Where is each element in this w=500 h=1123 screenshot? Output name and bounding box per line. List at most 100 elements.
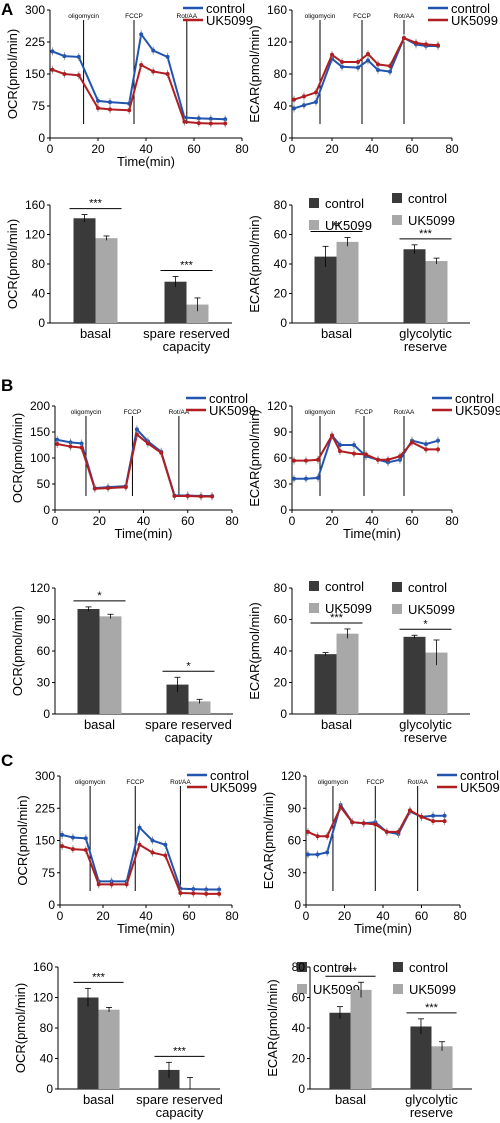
significance-mark: *** [344, 965, 358, 977]
data-point-control [302, 103, 306, 108]
data-point-control [108, 100, 112, 105]
category-label: basal [83, 1092, 114, 1107]
y-tick-label: 30 [288, 866, 302, 880]
data-point-control [366, 58, 370, 63]
bar-uk5099 [336, 633, 359, 714]
data-point-control [352, 443, 356, 447]
significance-mark: * [97, 590, 102, 602]
data-point-uk5099 [340, 60, 344, 64]
bar-control [410, 1026, 432, 1089]
bar-uk5099 [425, 652, 448, 714]
x-tick-label: 40 [365, 514, 379, 528]
injection-label: Rot/AA [394, 13, 415, 20]
injection-label: oligomycin [305, 13, 336, 20]
data-point-uk5099 [330, 433, 334, 438]
y-tick-label: 200 [30, 399, 50, 413]
y-tick-label: 40 [274, 99, 288, 113]
x-tick-label: 40 [137, 514, 151, 528]
data-point-uk5099 [165, 72, 170, 76]
y-tick-label: 80 [274, 67, 288, 81]
injection-label: oligomycin [318, 779, 349, 786]
y-axis-label: OCR(pmol/min) [15, 795, 30, 885]
data-point-uk5099 [60, 844, 65, 849]
legend-swatch-control [309, 198, 319, 208]
data-point-uk5099 [204, 891, 209, 896]
x-tick-label: 0 [52, 514, 59, 528]
data-point-uk5099 [208, 121, 213, 126]
data-point-uk5099 [431, 819, 436, 824]
y-tick-label: 80 [292, 960, 306, 974]
y-tick-label: 120 [33, 991, 53, 1005]
category-label: spare reserved capacity [136, 1092, 223, 1120]
x-tick-label: 20 [325, 142, 339, 156]
y-tick-label: 60 [37, 644, 51, 658]
data-point-uk5099 [172, 493, 177, 498]
significance-mark: *** [92, 971, 106, 983]
y-tick-label: 0 [280, 707, 287, 721]
y-tick-label: 30 [37, 676, 51, 690]
data-point-uk5099 [191, 891, 196, 896]
data-point-uk5099 [292, 458, 296, 463]
significance-mark: *** [330, 612, 344, 624]
y-axis-label: ECAR(pmol/min) [261, 792, 276, 890]
injection-label: Rot/AA [394, 409, 415, 416]
data-point-uk5099 [419, 814, 424, 819]
legend-swatch-control [393, 962, 403, 972]
data-point-uk5099 [364, 452, 368, 457]
y-axis-label: ECAR(pmol/min) [247, 25, 262, 123]
data-point-control [305, 852, 310, 857]
x-tick-label: 0 [57, 909, 64, 923]
data-point-control [315, 852, 320, 857]
data-point-control [191, 887, 196, 892]
y-tick-label: 120 [30, 581, 50, 595]
legend-label-uk5099: UK5099 [325, 601, 372, 616]
y-tick-label: 160 [25, 198, 45, 212]
data-point-control [325, 850, 330, 855]
x-tick-label: 40 [365, 142, 379, 156]
y-tick-label: 20 [274, 287, 288, 301]
data-point-control [442, 813, 447, 818]
x-tick-label: 60 [405, 142, 419, 156]
data-point-uk5099 [304, 458, 308, 463]
y-tick-label: 20 [274, 676, 288, 690]
data-point-uk5099 [407, 808, 412, 813]
x-axis-label: Time(min) [343, 526, 401, 541]
y-tick-label: 60 [274, 228, 288, 242]
bar-control [314, 654, 337, 714]
injection-label: Rot/AA [169, 409, 190, 416]
legend-label-uk5099: UK5099 [408, 213, 455, 228]
legend-label-control: control [325, 196, 364, 211]
data-point-uk5099 [127, 108, 132, 113]
x-tick-label: 60 [181, 514, 195, 528]
data-point-control [70, 835, 75, 840]
x-tick-label: 40 [376, 909, 390, 923]
category-label: spare reserved capacity [145, 717, 232, 745]
data-point-uk5099 [92, 486, 97, 491]
data-point-control [223, 117, 228, 122]
legend-label-uk5099: UK5099 [408, 602, 455, 617]
y-tick-label: 40 [32, 287, 46, 301]
data-point-uk5099 [223, 121, 228, 126]
legend-label-control: control [313, 960, 352, 975]
bar-uk5099 [99, 616, 122, 714]
data-point-uk5099 [436, 447, 440, 452]
legend-swatch-uk5099 [309, 603, 319, 613]
data-point-control [388, 69, 392, 74]
bar-control [73, 218, 96, 323]
data-point-uk5099 [398, 454, 402, 459]
injection-label: FCCP [353, 13, 371, 20]
data-point-control [431, 813, 436, 818]
x-tick-label: 40 [139, 909, 153, 923]
x-tick-label: 20 [91, 142, 105, 156]
legend-label-uk5099: UK5099 [460, 780, 500, 795]
data-point-uk5099 [106, 486, 111, 491]
data-point-uk5099 [366, 52, 370, 56]
data-point-uk5099 [386, 457, 390, 462]
y-tick-label: 120 [267, 399, 287, 413]
legend-swatch-control [297, 962, 307, 972]
data-point-control [165, 54, 170, 59]
data-point-uk5099 [356, 60, 360, 64]
category-label: glycolytic reserve [399, 717, 452, 745]
data-point-uk5099 [402, 36, 406, 40]
legend-swatch-control [392, 193, 402, 203]
